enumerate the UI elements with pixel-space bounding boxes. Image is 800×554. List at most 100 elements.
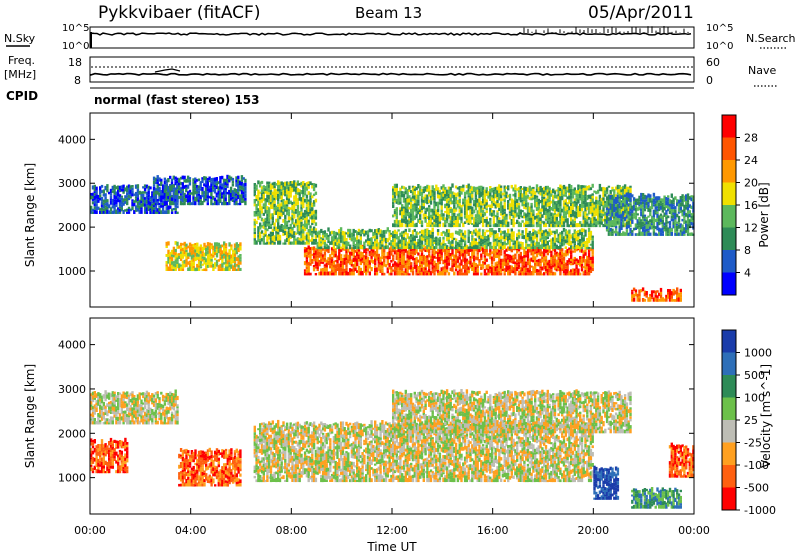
echo-cell	[395, 231, 398, 235]
echo-cell	[478, 185, 481, 189]
echo-cell	[650, 200, 654, 203]
echo-cell	[219, 176, 222, 180]
echo-cell	[480, 257, 483, 261]
echo-cell	[517, 221, 521, 224]
echo-cell	[463, 208, 467, 211]
echo-cell	[188, 260, 192, 263]
echo-cell	[298, 211, 301, 216]
echo-cell	[604, 224, 607, 228]
echo-cell	[471, 237, 474, 241]
echo-cell	[401, 272, 404, 276]
echo-cell	[174, 181, 177, 186]
echo-cell	[97, 199, 100, 203]
echo-cell	[345, 246, 348, 250]
echo-cell	[503, 273, 506, 276]
echo-cell	[298, 215, 301, 218]
echo-cell	[622, 185, 625, 189]
echo-cell	[138, 209, 141, 214]
echo-cell	[640, 231, 643, 236]
echo-cell	[257, 203, 260, 206]
echo-cell	[217, 249, 220, 254]
echo-cell	[228, 249, 231, 253]
echo-cell	[320, 228, 323, 233]
echo-cell	[436, 232, 440, 236]
echo-cell	[160, 178, 163, 182]
echo-cell	[444, 252, 447, 255]
echo-cell	[650, 202, 654, 205]
echo-cell	[181, 260, 185, 264]
echo-cell	[462, 232, 465, 236]
echo-cell	[449, 216, 452, 221]
echo-cell	[339, 263, 343, 268]
echo-cell	[122, 202, 125, 206]
echo-cell	[440, 258, 443, 261]
echo-cell	[345, 240, 348, 244]
echo-cell	[206, 202, 209, 206]
echo-cell	[435, 243, 438, 245]
echo-cell	[481, 193, 485, 196]
echo-cell	[268, 194, 271, 200]
echo-cell	[659, 221, 663, 225]
echo-cell	[255, 210, 258, 215]
echo-cell	[392, 247, 395, 253]
echo-cell	[521, 215, 524, 219]
echo-cell	[561, 264, 564, 269]
echo-cell	[510, 207, 513, 210]
echo-cell	[106, 209, 109, 214]
echo-cell	[436, 241, 440, 246]
echo-cell	[257, 200, 260, 203]
echo-cell	[454, 216, 458, 220]
echo-cell	[305, 198, 309, 201]
echo-cell	[579, 242, 582, 247]
echo-cell	[244, 190, 247, 194]
echo-cell	[163, 180, 167, 185]
echo-cell	[298, 231, 301, 236]
echo-cell	[188, 177, 192, 180]
echo-cell	[476, 230, 479, 235]
echo-cell	[649, 200, 652, 203]
echo-cell	[140, 203, 143, 208]
echo-cell	[652, 213, 656, 218]
echo-cell	[99, 197, 102, 201]
echo-cell	[449, 233, 452, 236]
echo-cell	[196, 263, 199, 268]
echo-cell	[503, 257, 506, 262]
echo-cell	[483, 204, 487, 209]
echo-cell	[280, 212, 283, 217]
echo-cell	[104, 196, 107, 200]
echo-cell	[480, 238, 483, 243]
echo-cell	[492, 250, 496, 254]
echo-cell	[605, 220, 609, 224]
echo-cell	[641, 218, 645, 222]
echo-cell	[622, 200, 625, 204]
echo-cell	[365, 239, 368, 243]
echo-cell	[208, 261, 211, 265]
echo-cell	[255, 195, 258, 199]
echo-cell	[156, 211, 159, 214]
echo-cell	[127, 211, 131, 214]
echo-cell	[422, 244, 425, 247]
echo-cell	[517, 192, 521, 197]
echo-cell	[544, 261, 548, 266]
echo-cell	[548, 259, 551, 264]
echo-cell	[431, 238, 434, 244]
echo-cell	[323, 249, 327, 252]
echo-cell	[438, 242, 442, 246]
echo-cell	[555, 224, 558, 228]
echo-cell	[535, 204, 539, 207]
echo-cell	[233, 247, 237, 251]
echo-cell	[629, 192, 632, 198]
echo-cell	[580, 223, 584, 228]
echo-cell	[375, 235, 379, 240]
echo-cell	[510, 239, 513, 242]
echo-cell	[460, 191, 463, 195]
echo-cell	[469, 261, 472, 265]
echo-cell	[614, 213, 618, 217]
echo-cell	[433, 203, 436, 209]
echo-cell	[494, 201, 497, 205]
echo-cell	[492, 187, 496, 190]
echo-cell	[487, 234, 490, 238]
echo-cell	[264, 217, 267, 221]
echo-cell	[393, 191, 397, 195]
